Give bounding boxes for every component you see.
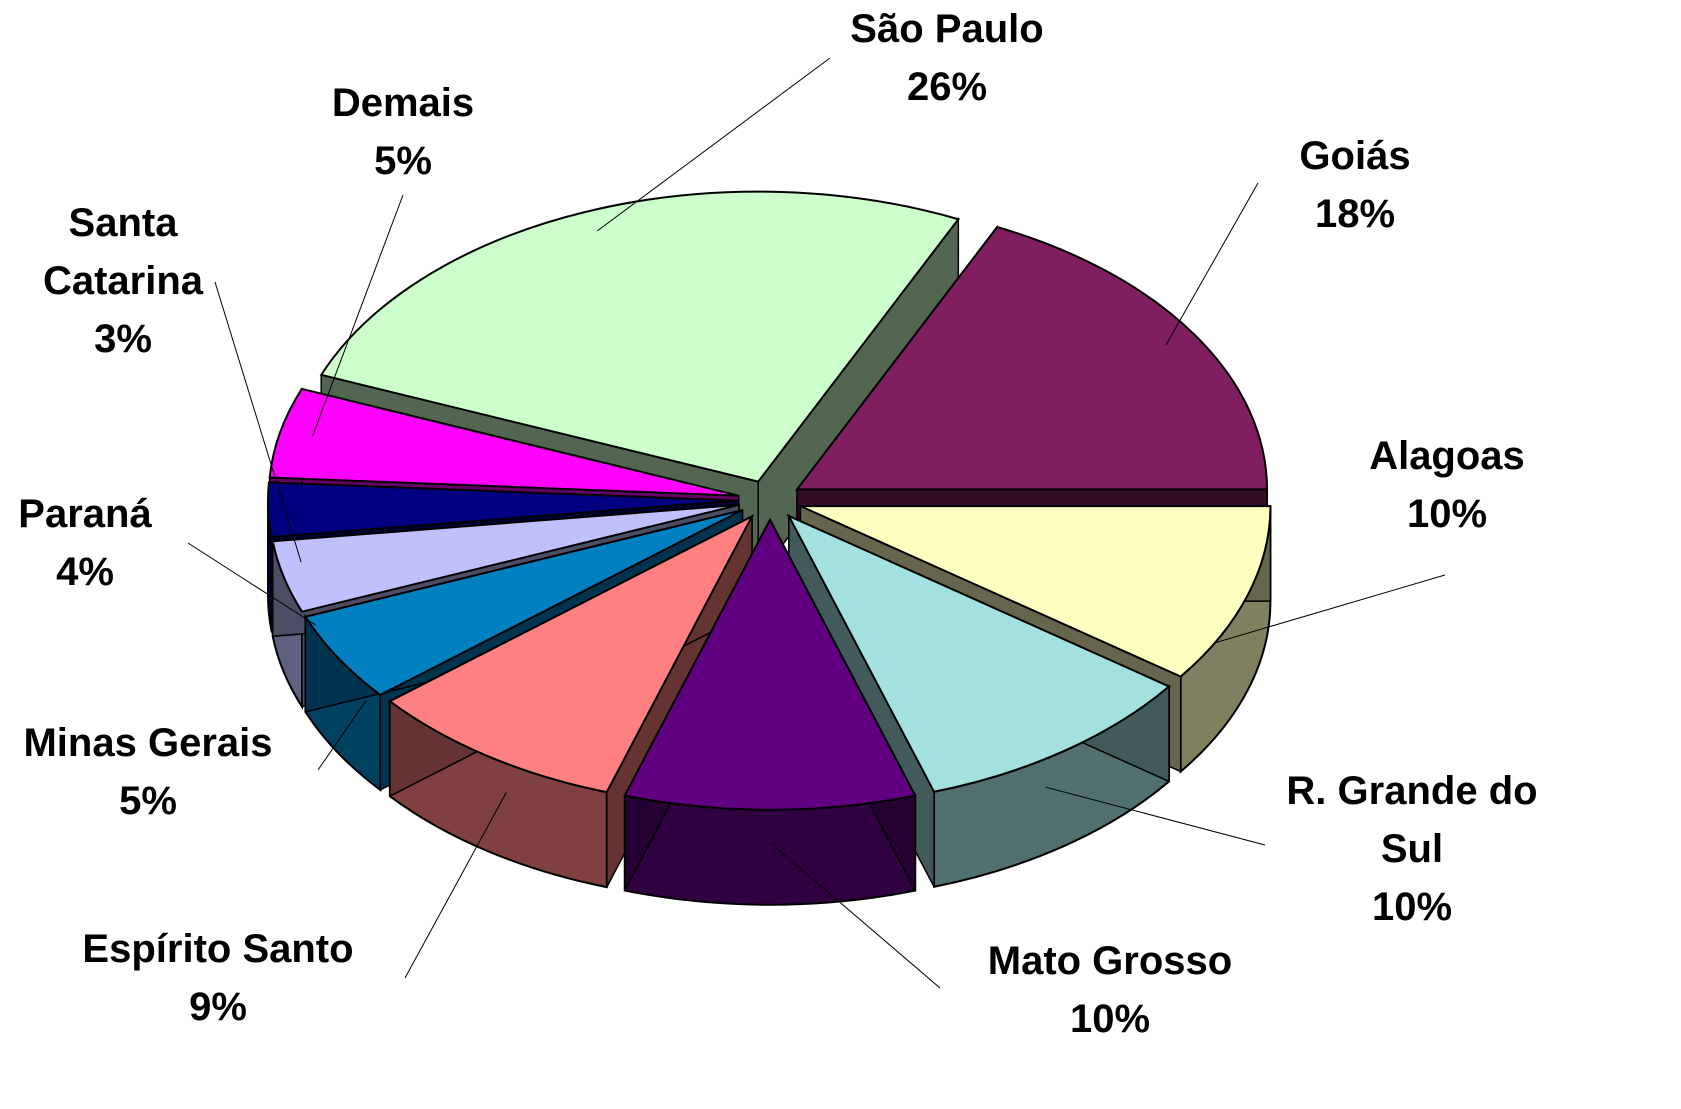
data-label: Demais 5%	[253, 74, 553, 190]
label-value: 4%	[56, 550, 114, 594]
label-value: 5%	[119, 779, 177, 823]
slice	[800, 505, 1272, 678]
label-value: 9%	[189, 985, 247, 1029]
label-name: Espírito Santo	[82, 927, 354, 971]
leader-line	[597, 57, 831, 232]
data-label: São Paulo 26%	[697, 0, 1197, 116]
label-value: 18%	[1314, 192, 1396, 236]
label-value: 5%	[374, 139, 432, 183]
data-label: Santa Catarina 3%	[13, 194, 233, 368]
leader-line	[1215, 574, 1446, 643]
data-label: Paraná 4%	[0, 485, 185, 601]
slice	[387, 514, 755, 794]
slice	[319, 190, 961, 483]
label-name: Demais	[331, 81, 475, 125]
label-name: Santa Catarina	[42, 201, 204, 303]
data-label: Espírito Santo 9%	[0, 920, 438, 1036]
slice	[794, 225, 1269, 491]
label-name: Goiás	[1299, 134, 1411, 178]
label-value: 10%	[1371, 885, 1453, 929]
data-label: Goiás 18%	[1155, 127, 1555, 243]
data-label: Mato Grosso 10%	[860, 932, 1360, 1048]
slice	[303, 509, 743, 697]
label-value: 10%	[1406, 492, 1488, 536]
slice	[623, 517, 917, 811]
label-name: São Paulo	[850, 7, 1044, 51]
slice	[267, 481, 739, 539]
label-value: 26%	[906, 65, 988, 109]
leader-line	[214, 281, 302, 563]
slice	[268, 387, 740, 497]
label-value: 3%	[94, 317, 152, 361]
label-name: Alagoas	[1369, 434, 1525, 478]
slice-side	[623, 794, 917, 906]
leader-line	[404, 792, 507, 979]
leader-line	[1045, 786, 1266, 846]
label-name: Minas Gerais	[23, 721, 273, 765]
label-value: 10%	[1069, 997, 1151, 1041]
slice	[271, 503, 740, 613]
leader-line	[769, 842, 941, 989]
data-label: Alagoas 10%	[1247, 427, 1647, 543]
label-name: Mato Grosso	[987, 939, 1233, 983]
slice	[786, 513, 1171, 793]
data-label: Minas Gerais 5%	[0, 714, 298, 830]
data-label: R. Grande do Sul 10%	[1262, 762, 1562, 936]
label-name: Paraná	[18, 492, 152, 536]
leader-line	[311, 194, 404, 438]
leader-line	[1165, 182, 1259, 346]
label-name: R. Grande do Sul	[1286, 769, 1538, 871]
leader-line	[187, 542, 316, 626]
leader-line	[317, 700, 367, 771]
